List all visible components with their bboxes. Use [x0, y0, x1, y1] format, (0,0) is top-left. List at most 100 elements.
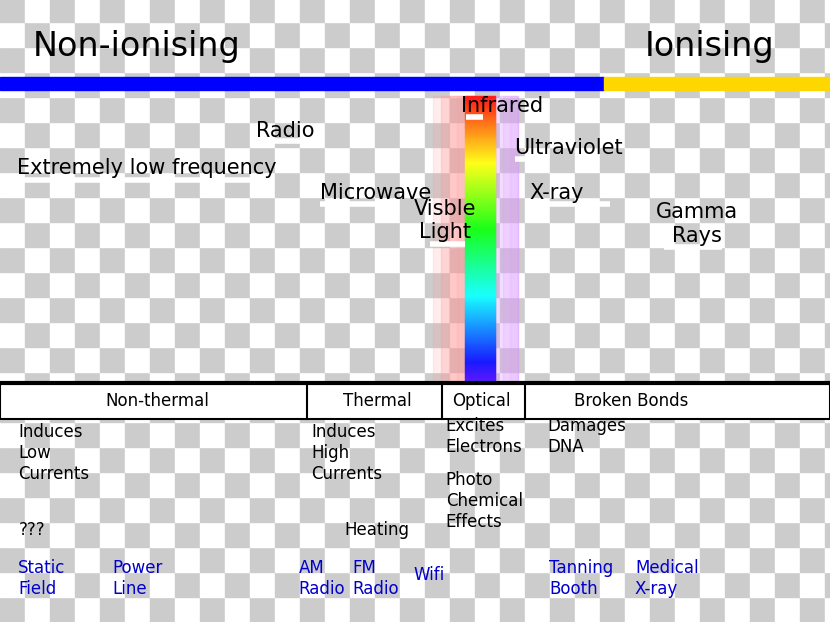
Bar [465, 215, 495, 216]
Bar [425, 247, 450, 272]
Bar [75, 122, 100, 147]
Bar [250, 422, 275, 447]
Bar [500, 322, 525, 347]
Bar [300, 47, 325, 72]
Bar [200, 297, 225, 322]
Bar [675, 72, 700, 97]
Bar [465, 285, 495, 286]
Bar [575, 247, 600, 272]
Bar [465, 205, 495, 206]
Bar [465, 255, 495, 256]
Bar [465, 353, 495, 354]
Bar [725, 472, 750, 497]
Bar [825, 372, 830, 397]
Bar [465, 180, 495, 181]
Bar [575, 0, 600, 22]
Bar [625, 247, 650, 272]
Bar [465, 369, 495, 370]
Text: Induces
High
Currents: Induces High Currents [311, 423, 383, 483]
Bar [250, 547, 275, 572]
Bar [465, 246, 495, 247]
Bar [325, 222, 350, 247]
Bar [775, 222, 800, 247]
Bar [825, 97, 830, 122]
Bar [275, 222, 300, 247]
Bar [575, 172, 600, 197]
Bar [25, 447, 50, 472]
Text: Extremely low frequency: Extremely low frequency [17, 158, 276, 178]
Bar [465, 336, 495, 337]
Bar [825, 172, 830, 197]
Text: Tanning
Booth: Tanning Booth [549, 559, 613, 598]
Bar [465, 231, 495, 232]
Bar [465, 145, 495, 146]
Bar [475, 547, 500, 572]
Bar [465, 341, 495, 343]
Bar [425, 97, 450, 122]
Bar [800, 397, 825, 422]
Bar [500, 247, 525, 272]
Bar [150, 197, 175, 222]
Bar [300, 297, 325, 322]
Bar [0, 383, 830, 419]
Bar [465, 172, 495, 173]
Bar [400, 547, 425, 572]
Bar [465, 222, 495, 223]
Bar [500, 372, 525, 397]
Bar [275, 522, 300, 547]
Bar [465, 162, 495, 163]
Bar [465, 170, 495, 171]
Bar [125, 472, 150, 497]
Bar [775, 297, 800, 322]
Bar [465, 305, 495, 306]
Bar [550, 47, 575, 72]
Bar [425, 447, 450, 472]
Bar [465, 148, 495, 149]
Bar [465, 371, 495, 372]
Bar [100, 47, 125, 72]
Bar [275, 597, 300, 622]
Bar [465, 328, 495, 329]
Bar [650, 222, 675, 247]
Bar [450, 47, 475, 72]
Bar [465, 335, 495, 336]
Bar [250, 397, 275, 422]
Bar [100, 497, 125, 522]
Bar [375, 72, 400, 97]
Bar [550, 147, 575, 172]
Bar [575, 322, 600, 347]
Bar [300, 572, 325, 597]
Bar [325, 72, 350, 97]
Bar [200, 547, 225, 572]
Bar [400, 147, 425, 172]
Bar [225, 197, 250, 222]
Bar [575, 422, 600, 447]
Bar [325, 272, 350, 297]
Bar [600, 322, 625, 347]
Bar [425, 72, 450, 97]
Bar [465, 225, 495, 226]
Bar [465, 257, 495, 258]
Bar [465, 130, 495, 131]
Bar [650, 272, 675, 297]
Bar [775, 22, 800, 47]
Bar [225, 472, 250, 497]
Bar [100, 122, 125, 147]
Bar [700, 147, 725, 172]
Bar [675, 272, 700, 297]
Bar [625, 497, 650, 522]
Bar [600, 22, 625, 47]
Bar [0, 547, 25, 572]
Bar [325, 422, 350, 447]
Bar [250, 372, 275, 397]
Bar [800, 497, 825, 522]
Bar [450, 97, 475, 122]
Bar [550, 372, 575, 397]
Bar [725, 597, 750, 622]
Bar [0, 147, 25, 172]
Bar [225, 422, 250, 447]
Bar [250, 222, 275, 247]
Bar [465, 154, 495, 155]
Bar [75, 297, 100, 322]
Bar [450, 597, 475, 622]
